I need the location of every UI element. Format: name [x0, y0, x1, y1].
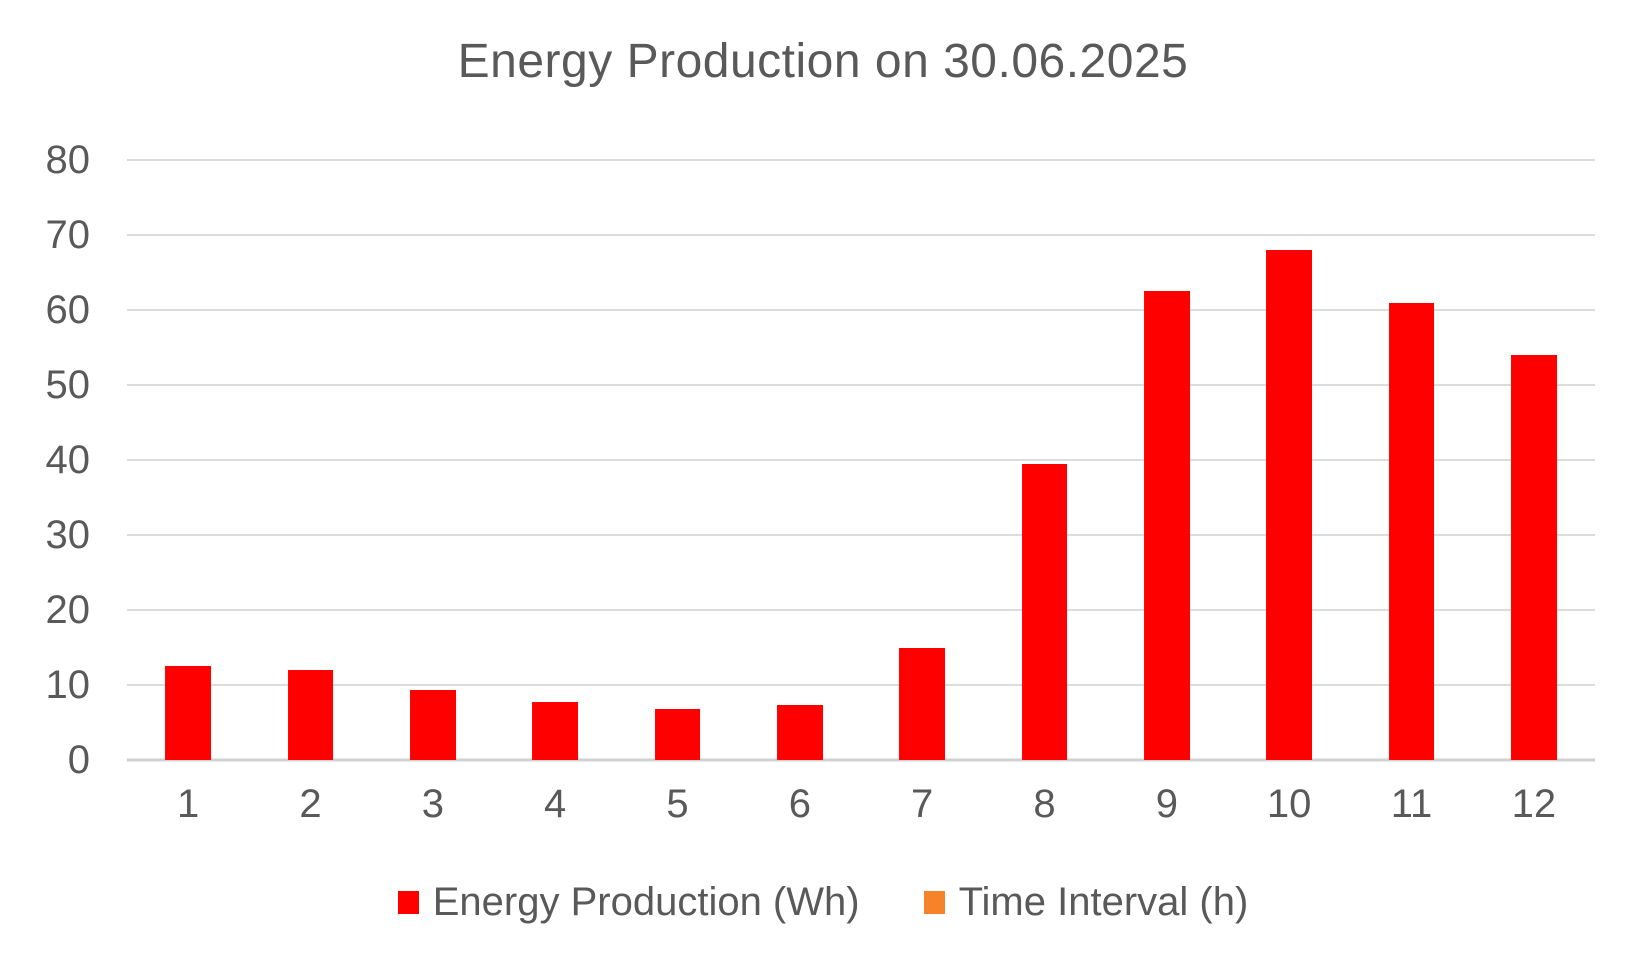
y-axis: 0 10 20 30 40 50 60 70 80	[0, 140, 91, 780]
x-tick-label-7: 7	[911, 782, 934, 826]
y-tick-label-50: 50	[45, 363, 91, 407]
bar-energy-production-2	[287, 670, 334, 760]
gridline-60	[127, 309, 1595, 311]
bar-energy-production-5	[654, 709, 701, 760]
bar-energy-production-1	[165, 666, 212, 760]
y-tick-label-0: 0	[67, 738, 90, 782]
gridline-20	[127, 609, 1595, 611]
x-tick-label-12: 12	[1511, 782, 1557, 826]
bar-energy-production-3	[409, 690, 456, 760]
gridline-10	[127, 684, 1595, 686]
x-tick-label-11: 11	[1390, 782, 1433, 826]
x-tick-label-2: 2	[299, 782, 322, 826]
x-tick-label-1: 1	[177, 782, 200, 826]
bar-energy-production-7	[899, 647, 946, 760]
x-tick-label-9: 9	[1155, 782, 1178, 826]
y-tick-label-20: 20	[45, 588, 91, 632]
bar-energy-production-6	[776, 705, 823, 760]
bar-energy-production-8	[1021, 463, 1068, 760]
x-tick-label-10: 10	[1266, 782, 1312, 826]
energy-production-swatch-icon	[397, 890, 419, 914]
y-tick-label-60: 60	[45, 288, 91, 332]
legend: Energy Production (Wh) Time Interval (h)	[0, 880, 1646, 924]
y-tick-label-70: 70	[45, 213, 91, 257]
x-tick-label-6: 6	[788, 782, 811, 826]
gridline-70	[127, 234, 1595, 236]
gridline-80	[127, 159, 1595, 161]
legend-item-time-interval: Time Interval (h)	[923, 880, 1249, 924]
gridline-50	[127, 384, 1595, 386]
y-tick-label-40: 40	[45, 438, 91, 482]
time-interval-legend-label: Time Interval (h)	[958, 880, 1249, 924]
x-tick-label-5: 5	[666, 782, 689, 826]
gridline-30	[127, 534, 1595, 536]
gridline-40	[127, 459, 1595, 461]
bar-energy-production-11	[1388, 302, 1435, 760]
y-tick-label-10: 10	[45, 663, 91, 707]
y-tick-label-30: 30	[45, 513, 91, 557]
bar-energy-production-12	[1510, 355, 1557, 760]
x-tick-label-3: 3	[421, 782, 444, 826]
bar-energy-production-4	[532, 701, 579, 760]
legend-item-energy-production: Energy Production (Wh)	[397, 880, 860, 924]
x-axis-baseline	[127, 758, 1595, 762]
chart-title: Energy Production on 30.06.2025	[457, 35, 1189, 88]
x-axis: 1 2 3 4 5 6 7 8 9 10 11 12	[127, 784, 1595, 834]
x-tick-label-4: 4	[544, 782, 567, 826]
y-tick-label-80: 80	[45, 138, 91, 182]
plot-area	[127, 159, 1595, 762]
energy-production-legend-label: Energy Production (Wh)	[432, 880, 860, 924]
time-interval-swatch-icon	[923, 890, 945, 914]
bar-energy-production-10	[1266, 250, 1313, 760]
x-tick-label-8: 8	[1033, 782, 1056, 826]
bar-energy-production-9	[1143, 291, 1190, 760]
